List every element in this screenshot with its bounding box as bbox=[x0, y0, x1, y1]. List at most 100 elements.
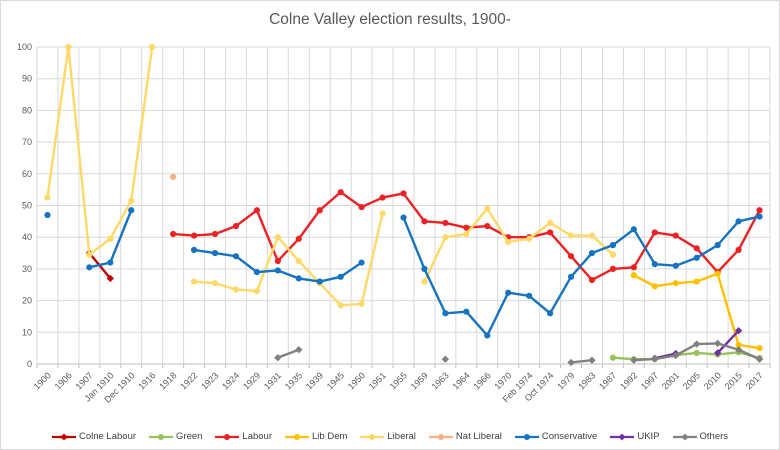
marker-liberal-1906[interactable] bbox=[65, 43, 72, 51]
marker-others-1931[interactable] bbox=[274, 353, 282, 362]
series-line-ukip[interactable] bbox=[716, 329, 740, 355]
marker-labour-1964[interactable] bbox=[463, 224, 470, 231]
marker-liberal-1950[interactable] bbox=[358, 300, 365, 307]
marker-labour-1979[interactable] bbox=[567, 253, 575, 260]
marker-labour-1951[interactable] bbox=[379, 194, 386, 201]
marker-labour-2001[interactable] bbox=[672, 232, 679, 239]
series-line-conservative[interactable] bbox=[402, 215, 761, 337]
marker-others-1992[interactable] bbox=[630, 356, 638, 364]
marker-liberal-1983[interactable] bbox=[588, 232, 596, 239]
marker-labour-1923[interactable] bbox=[211, 230, 219, 238]
marker-liberal-feb-1974[interactable] bbox=[526, 235, 533, 242]
marker-conservative-1983[interactable] bbox=[588, 249, 596, 257]
marker-labour-1959[interactable] bbox=[421, 218, 428, 225]
marker-green-1987[interactable] bbox=[609, 354, 617, 361]
legend-item-green[interactable]: Green bbox=[149, 431, 202, 442]
marker-others-2005[interactable] bbox=[693, 340, 701, 348]
marker-others-2001[interactable] bbox=[672, 351, 680, 360]
marker-liberal-1916[interactable] bbox=[149, 43, 156, 51]
chart-title[interactable]: Colne Valley election results, 1900- bbox=[269, 11, 511, 28]
marker-conservative-1955[interactable] bbox=[400, 214, 407, 221]
marker-others-1979[interactable] bbox=[567, 358, 575, 367]
marker-others-1935[interactable] bbox=[295, 346, 303, 354]
marker-nat-liberal-1918[interactable] bbox=[170, 173, 177, 181]
marker-lib-dem-2005[interactable] bbox=[693, 278, 700, 285]
marker-labour-1935[interactable] bbox=[295, 235, 302, 242]
marker-liberal-1979[interactable] bbox=[567, 232, 575, 239]
marker-labour-2017[interactable] bbox=[756, 207, 763, 214]
marker-ukip-2010[interactable] bbox=[713, 349, 722, 357]
marker-green-2005[interactable] bbox=[693, 349, 700, 357]
legend-item-ukip[interactable]: UKIP bbox=[610, 431, 660, 442]
marker-conservative-jan-1910[interactable] bbox=[107, 259, 114, 266]
marker-labour-1963[interactable] bbox=[442, 219, 449, 227]
marker-conservative-dec-1910[interactable] bbox=[128, 207, 135, 214]
marker-liberal-1929[interactable] bbox=[253, 287, 260, 295]
marker-others-2017[interactable] bbox=[755, 355, 764, 363]
marker-labour-1924[interactable] bbox=[232, 223, 240, 230]
marker-conservative-1939[interactable] bbox=[316, 278, 323, 285]
marker-conservative-1935[interactable] bbox=[295, 275, 302, 282]
series-line-liberal[interactable] bbox=[192, 212, 384, 307]
marker-others-1963[interactable] bbox=[441, 355, 450, 363]
marker-conservative-2015[interactable] bbox=[735, 218, 742, 225]
marker-labour-1955[interactable] bbox=[400, 190, 407, 197]
marker-liberal-1987[interactable] bbox=[609, 251, 617, 258]
legend-item-conservative[interactable]: Conservative bbox=[514, 431, 597, 442]
marker-lib-dem-2001[interactable] bbox=[672, 280, 679, 287]
marker-liberal-1923[interactable] bbox=[211, 280, 219, 287]
marker-lib-dem-2010[interactable] bbox=[714, 270, 721, 277]
marker-labour-1929[interactable] bbox=[253, 207, 260, 214]
marker-others-1983[interactable] bbox=[588, 356, 596, 364]
marker-liberal-1963[interactable] bbox=[442, 234, 449, 241]
marker-labour-1987[interactable] bbox=[609, 265, 617, 272]
marker-labour-1922[interactable] bbox=[190, 232, 198, 239]
marker-conservative-2001[interactable] bbox=[672, 262, 679, 269]
marker-conservative-1924[interactable] bbox=[232, 253, 240, 260]
marker-liberal-1959[interactable] bbox=[421, 278, 428, 285]
marker-conservative-oct-1974[interactable] bbox=[547, 310, 554, 317]
legend-item-labour[interactable]: Labour bbox=[215, 431, 272, 442]
marker-lib-dem-1992[interactable] bbox=[630, 272, 637, 279]
marker-others-2015[interactable] bbox=[734, 346, 743, 354]
marker-conservative-1959[interactable] bbox=[421, 265, 428, 272]
marker-conservative-1970[interactable] bbox=[505, 289, 512, 296]
marker-labour-2015[interactable] bbox=[735, 246, 742, 253]
series-line-liberal[interactable] bbox=[423, 207, 615, 283]
marker-conservative-1987[interactable] bbox=[609, 242, 617, 249]
marker-liberal-1951[interactable] bbox=[379, 210, 386, 217]
marker-labour-1992[interactable] bbox=[630, 264, 637, 271]
series-line-others[interactable] bbox=[569, 358, 594, 364]
series-line-others[interactable] bbox=[276, 348, 300, 359]
marker-ukip-2015[interactable] bbox=[734, 327, 743, 335]
marker-conservative-1907[interactable] bbox=[86, 264, 93, 271]
marker-conservative-1931[interactable] bbox=[274, 267, 281, 274]
series-line-liberal[interactable] bbox=[46, 45, 154, 256]
marker-liberal-oct-1974[interactable] bbox=[547, 219, 554, 227]
marker-liberal-1945[interactable] bbox=[337, 302, 344, 309]
marker-liberal-1924[interactable] bbox=[232, 286, 240, 293]
marker-conservative-1923[interactable] bbox=[211, 249, 219, 257]
marker-liberal-1935[interactable] bbox=[295, 257, 302, 265]
marker-conservative-1900[interactable] bbox=[44, 211, 51, 219]
legend-item-colne-labour[interactable]: Colne Labour bbox=[51, 431, 136, 442]
marker-labour-1950[interactable] bbox=[358, 203, 365, 211]
marker-conservative-1945[interactable] bbox=[337, 273, 344, 280]
marker-labour-1939[interactable] bbox=[316, 207, 323, 214]
marker-liberal-1966[interactable] bbox=[484, 205, 491, 212]
marker-conservative-1979[interactable] bbox=[567, 273, 575, 280]
legend-item-liberal[interactable]: Liberal bbox=[360, 431, 416, 442]
marker-labour-1945[interactable] bbox=[337, 189, 344, 196]
legend-item-others[interactable]: Others bbox=[672, 431, 728, 442]
marker-conservative-1997[interactable] bbox=[651, 261, 658, 268]
marker-labour-1997[interactable] bbox=[651, 229, 658, 236]
marker-conservative-1929[interactable] bbox=[253, 268, 260, 276]
marker-labour-oct-1974[interactable] bbox=[547, 229, 554, 236]
marker-liberal-1931[interactable] bbox=[274, 234, 281, 241]
legend-item-nat-liberal[interactable]: Nat Liberal bbox=[428, 431, 502, 442]
marker-conservative-1922[interactable] bbox=[190, 246, 198, 253]
marker-lib-dem-2015[interactable] bbox=[735, 341, 742, 349]
marker-conservative-2017[interactable] bbox=[756, 213, 763, 220]
marker-labour-1918[interactable] bbox=[170, 230, 177, 238]
